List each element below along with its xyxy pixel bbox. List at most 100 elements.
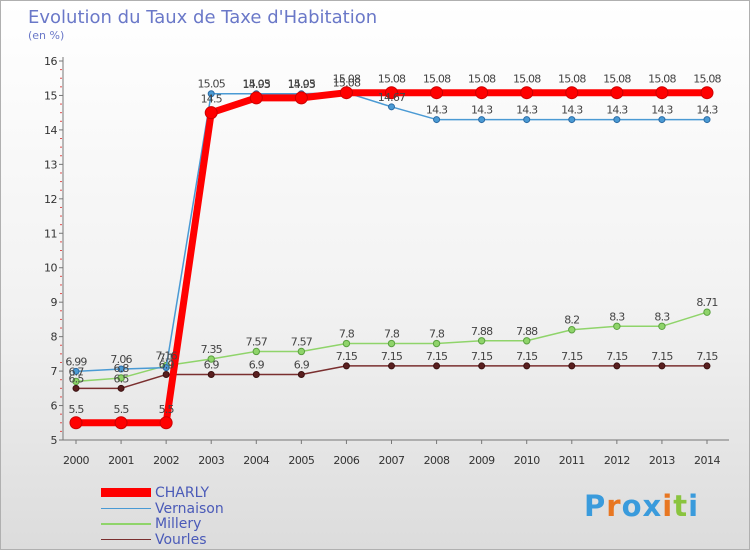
x-tick-label: 2013: [649, 454, 675, 467]
data-label-vernaison: 14.3: [561, 104, 583, 117]
x-tick-label: 2012: [604, 454, 630, 467]
data-point-millery: [117, 374, 125, 382]
chart-title: Evolution du Taux de Taxe d'Habitation: [28, 7, 378, 28]
data-label-millery: 7.88: [471, 325, 493, 338]
data-point-vourles: [568, 362, 576, 370]
y-tick-label: 5: [51, 434, 58, 447]
data-label-vourles: 6.9: [294, 359, 310, 372]
proxiti-logo: Proxiti: [584, 489, 699, 523]
data-point-millery: [523, 337, 531, 345]
x-tick-label: 2009: [469, 454, 495, 467]
data-label-vourles: 6.9: [159, 359, 175, 372]
data-label-vernaison: 15.08: [333, 77, 361, 90]
x-tick-label: 2008: [424, 454, 450, 467]
data-label-millery: 7.16: [155, 350, 177, 363]
legend-swatch: [101, 488, 151, 497]
y-tick-label: 7: [51, 365, 58, 378]
y-tick-label: 14: [44, 124, 57, 137]
x-tick-label: 2005: [288, 454, 314, 467]
data-label-vernaison: 6.99: [65, 355, 87, 368]
data-point-vernaison: [72, 367, 80, 375]
data-point-vernaison: [613, 116, 621, 124]
data-label-millery: 7.35: [201, 343, 223, 356]
data-point-vourles: [613, 362, 621, 370]
legend-label: Millery: [155, 516, 202, 532]
data-point-vourles: [252, 371, 260, 379]
data-label-millery: 8.3: [654, 310, 670, 323]
data-label-millery: 8.3: [609, 310, 625, 323]
data-label-vernaison: 14.3: [606, 104, 628, 117]
data-label-vernaison: 15.05: [288, 78, 316, 91]
data-label-charly: 5.5: [114, 403, 130, 416]
data-point-charly: [700, 86, 714, 100]
data-label-charly: 15.08: [558, 73, 586, 86]
data-label-vernaison: 7.06: [110, 353, 132, 366]
data-label-millery: 8.2: [564, 314, 579, 327]
legend-label: Vernaison: [155, 500, 224, 517]
data-point-charly: [655, 86, 669, 100]
data-label-charly: 15.08: [648, 73, 676, 86]
data-point-charly: [385, 86, 398, 100]
y-tick-label: 8: [51, 331, 58, 344]
data-label-charly: 5.5: [68, 403, 84, 416]
y-tick-label: 6: [51, 400, 58, 413]
data-point-vernaison: [658, 116, 666, 124]
legend-swatch: [101, 538, 151, 540]
data-point-millery: [342, 339, 351, 348]
data-point-vernaison: [568, 116, 576, 124]
data-label-vernaison: 14.3: [696, 104, 718, 117]
data-label-charly: 5.5: [159, 403, 175, 416]
legend-swatch: [101, 523, 151, 525]
logo-letter: r: [606, 489, 622, 523]
data-point-vourles: [342, 362, 350, 370]
data-label-millery: 7.8: [429, 328, 445, 341]
data-label-charly: 15.08: [603, 73, 631, 86]
data-label-charly: 15.08: [693, 73, 721, 86]
x-tick-label: 2010: [514, 454, 540, 467]
data-label-charly: 14.93: [243, 78, 271, 91]
data-point-vernaison: [207, 90, 215, 98]
data-point-millery: [703, 308, 711, 316]
data-label-vernaison: 15.05: [243, 78, 271, 91]
data-point-vernaison: [478, 116, 486, 124]
x-tick-label: 2006: [333, 454, 359, 467]
data-label-vourles: 7.15: [426, 350, 448, 363]
data-label-millery: 8.71: [696, 296, 717, 309]
data-label-vourles: 7.15: [471, 350, 493, 363]
data-point-vourles: [297, 371, 305, 379]
data-label-millery: 7.8: [384, 328, 400, 341]
data-label-charly: 15.08: [513, 73, 541, 86]
data-point-charly: [565, 86, 579, 100]
data-label-vourles: 7.15: [516, 350, 538, 363]
data-point-vourles: [388, 362, 395, 370]
data-point-vourles: [433, 362, 441, 370]
logo-letter: i: [688, 489, 700, 523]
data-point-vourles: [658, 362, 666, 370]
data-label-millery: 7.88: [516, 325, 538, 338]
data-point-millery: [387, 339, 396, 348]
y-tick-label: 15: [44, 89, 57, 102]
data-point-charly: [69, 416, 83, 430]
data-point-vourles: [72, 384, 80, 392]
data-point-millery: [207, 355, 215, 363]
data-point-vourles: [523, 362, 531, 370]
y-tick-label: 16: [44, 55, 57, 68]
data-label-vourles: 7.15: [651, 350, 673, 363]
y-tick-label: 10: [44, 262, 57, 275]
data-point-vernaison: [117, 365, 125, 373]
data-label-vourles: 7.15: [696, 350, 718, 363]
logo-letter: o: [621, 489, 643, 523]
data-label-vourles: 6.5: [114, 372, 130, 385]
legend-label: Vourles: [155, 531, 207, 548]
logo-letter: t: [673, 489, 689, 523]
data-label-charly: 15.08: [468, 73, 496, 86]
data-point-charly: [249, 91, 263, 105]
data-label-millery: 7.57: [291, 335, 313, 348]
data-label-vernaison: 15.05: [197, 78, 225, 91]
data-label-vernaison: 14.67: [378, 91, 406, 104]
x-tick-label: 2001: [108, 454, 134, 467]
data-label-charly: 15.08: [378, 73, 406, 86]
data-label-vourles: 7.15: [336, 350, 358, 363]
